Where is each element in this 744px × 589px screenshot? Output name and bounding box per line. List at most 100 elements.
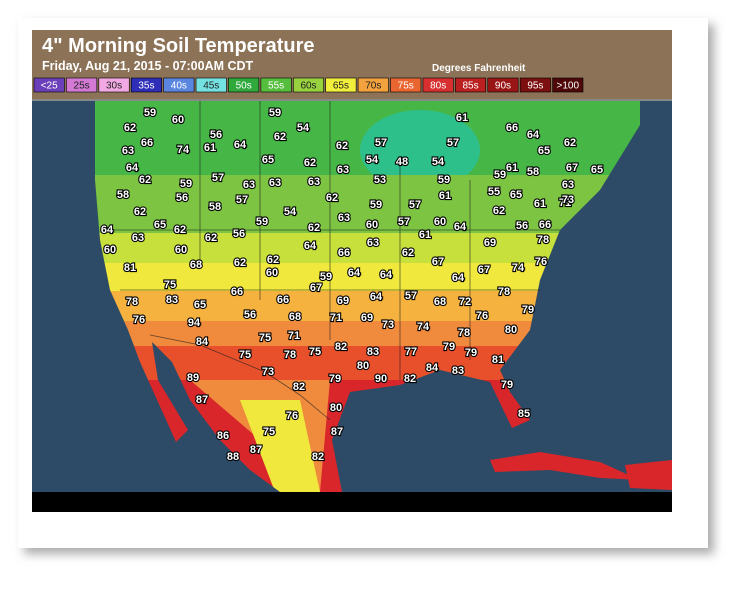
legend-swatch	[130, 77, 162, 93]
station-value: 60	[266, 267, 278, 279]
station-value: 78	[284, 349, 296, 361]
station-value: 69	[337, 295, 349, 307]
map: 4" Morning Soil Temperature Friday, Aug …	[32, 30, 672, 512]
station-value: 59	[269, 107, 281, 119]
station-value: 59	[494, 169, 506, 181]
station-value: 66	[277, 294, 289, 306]
station-value: 71	[288, 330, 300, 342]
subtitle: Friday, Aug 21, 2015 - 07:00AM CDT	[42, 59, 254, 73]
station-value: 68	[434, 296, 446, 308]
station-value: 73	[382, 319, 394, 331]
station-value: 80	[505, 324, 517, 336]
station-value: 63	[308, 176, 320, 188]
station-value: 57	[447, 137, 459, 149]
station-value: 83	[367, 346, 379, 358]
legend-swatch	[487, 77, 519, 93]
station-value: 69	[361, 312, 373, 324]
hispaniola	[625, 460, 672, 490]
station-value: 82	[293, 381, 305, 393]
legend-swatch	[357, 77, 389, 93]
legend-swatch	[66, 77, 98, 93]
station-value: 76	[286, 410, 298, 422]
station-value: 56	[233, 228, 245, 240]
station-value: 62	[174, 224, 186, 236]
station-value: 63	[338, 212, 350, 224]
station-value: 67	[566, 162, 578, 174]
station-value: 59	[180, 178, 192, 190]
station-value: 62	[326, 192, 338, 204]
station-value: 66	[338, 247, 350, 259]
legend-swatch	[455, 77, 487, 93]
station-value: 66	[141, 137, 153, 149]
station-value: 83	[166, 294, 178, 306]
legend-label: 55s	[268, 81, 284, 92]
station-value: 56	[516, 220, 528, 232]
legend-label: 40s	[171, 81, 187, 92]
station-value: 60	[172, 114, 184, 126]
station-value: 84	[196, 336, 209, 348]
station-value: 94	[188, 317, 201, 329]
station-value: 62	[336, 140, 348, 152]
station-value: 65	[262, 154, 274, 166]
station-value: 77	[405, 346, 417, 358]
station-value: 89	[187, 372, 199, 384]
station-value: 56	[176, 192, 188, 204]
station-value: 63	[269, 177, 281, 189]
station-value: 58	[527, 166, 539, 178]
station-value: 61	[439, 190, 451, 202]
station-value: 54	[297, 122, 310, 134]
station-value: 61	[534, 198, 546, 210]
legend-label: 45s	[203, 81, 219, 92]
station-value: 61	[456, 112, 468, 124]
station-value: 64	[234, 139, 247, 151]
station-value: 57	[409, 199, 421, 211]
station-value: 74	[512, 262, 525, 274]
station-value: 66	[539, 219, 551, 231]
station-value: 83	[452, 365, 464, 377]
station-value: 72	[459, 296, 471, 308]
legend-swatch	[98, 77, 130, 93]
station-value: 62	[234, 257, 246, 269]
legend-swatch	[163, 77, 195, 93]
station-value: 65	[538, 145, 550, 157]
station-value: 81	[492, 354, 504, 366]
legend: <25 25s 30s 35s 40s 45s 50s 55s 60s 65s 70s 75s 80s 8…	[33, 77, 584, 93]
legend-label: 50s	[236, 81, 252, 92]
station-value: 79	[443, 341, 455, 353]
legend-label: 70s	[365, 81, 381, 92]
station-value: 55	[488, 186, 500, 198]
station-value: 58	[117, 189, 129, 201]
station-value: 57	[405, 290, 417, 302]
station-value: 75	[259, 332, 271, 344]
legend-label: 65s	[333, 81, 349, 92]
station-value: 56	[210, 129, 222, 141]
title: 4" Morning Soil Temperature	[42, 35, 314, 57]
station-value: 75	[263, 426, 275, 438]
legend-swatch	[325, 77, 357, 93]
station-value: 76	[535, 256, 547, 268]
station-value: 63	[562, 179, 574, 191]
station-value: 87	[331, 426, 343, 438]
station-value: 75	[164, 279, 176, 291]
station-value: 62	[493, 205, 505, 217]
station-value: 62	[267, 254, 279, 266]
station-value: 64	[304, 240, 317, 252]
footer-strip	[32, 492, 672, 512]
station-value: 88	[227, 451, 239, 463]
station-value: 65	[154, 219, 166, 231]
station-value: 53	[374, 174, 386, 186]
station-value: 62	[402, 247, 414, 259]
legend-swatch	[228, 77, 260, 93]
legend-swatch	[195, 77, 227, 93]
station-value: 63	[132, 232, 144, 244]
legend-label: 75s	[398, 81, 414, 92]
legend-label: >100	[557, 81, 580, 92]
station-value: 66	[231, 286, 243, 298]
station-value: 59	[320, 271, 332, 283]
station-value: 79	[501, 379, 513, 391]
station-value: 79	[465, 347, 477, 359]
station-value: 68	[190, 259, 202, 271]
station-value: 64	[380, 269, 393, 281]
station-value: 63	[337, 164, 349, 176]
station-value: 60	[366, 219, 378, 231]
